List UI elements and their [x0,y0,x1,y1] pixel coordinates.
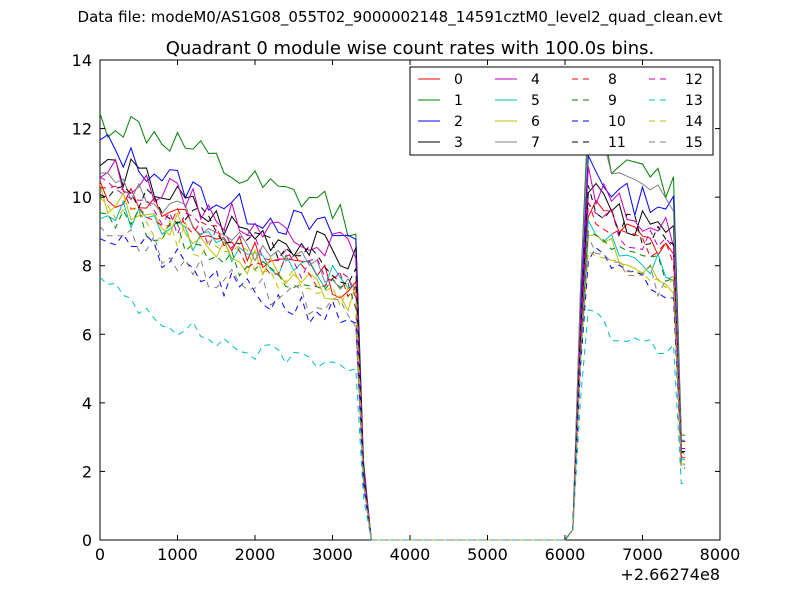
series-line-14 [99,196,686,541]
legend-label-8: 8 [608,72,617,88]
y-tick-label: 2 [82,462,92,481]
y-tick-label: 6 [82,325,92,344]
x-tick-label: 7000 [622,545,663,564]
y-tick-label: 12 [72,120,92,139]
legend-label-2: 2 [454,114,463,130]
x-tick-label: 3000 [312,545,353,564]
y-tick-label: 8 [82,257,92,276]
series-line-1 [99,111,686,541]
legend-label-13: 13 [685,93,703,109]
series-line-8 [99,185,686,541]
ticks-layer: 0 1000 2000 3000 4000 5000 6000 7000 80000246810… [72,51,741,564]
figure-suptitle: Data file: modeM0/AS1G08_055T02_90000021… [77,8,723,26]
legend-label-14: 14 [685,114,703,130]
legend-label-5: 5 [531,93,540,109]
legend-label-3: 3 [454,135,463,151]
legend-label-0: 0 [454,72,463,88]
series-line-11 [99,185,686,541]
series-line-5 [99,199,686,541]
x-tick-label: 4000 [390,545,431,564]
legend-label-1: 1 [454,93,463,109]
x-tick-label: 2000 [235,545,276,564]
legend-label-12: 12 [685,72,703,88]
y-tick-label: 0 [82,531,92,550]
y-tick-label: 14 [72,51,92,70]
series-line-9 [99,208,686,541]
x-tick-label: 8000 [700,545,741,564]
x-tick-label: 6000 [545,545,586,564]
legend-label-4: 4 [531,72,540,88]
x-tick-label: 5000 [467,545,508,564]
legend-box [409,66,714,156]
series-line-2 [99,133,686,541]
legend-label-9: 9 [608,93,617,109]
series-layer [99,111,686,541]
legend-label-11: 11 [608,135,626,151]
series-line-10 [99,233,686,541]
plot-area: 0 1000 2000 3000 4000 5000 6000 7000 80000246810… [72,51,741,564]
series-line-6 [99,184,686,541]
legend-label-15: 15 [685,135,703,151]
legend-label-10: 10 [608,114,626,130]
y-tick-label: 10 [72,188,92,207]
series-line-13 [99,276,686,541]
chart-title: Quadrant 0 module wise count rates with … [166,38,655,59]
series-line-15 [99,225,686,541]
x-tick-label: 0 [95,545,105,564]
legend-label-6: 6 [531,114,540,130]
x-offset-label: +2.66274e8 [620,565,720,584]
series-line-12 [99,176,686,541]
series-line-7 [99,124,686,541]
y-tick-label: 4 [82,394,92,413]
legend-label-7: 7 [531,135,540,151]
x-tick-label: 1000 [157,545,198,564]
